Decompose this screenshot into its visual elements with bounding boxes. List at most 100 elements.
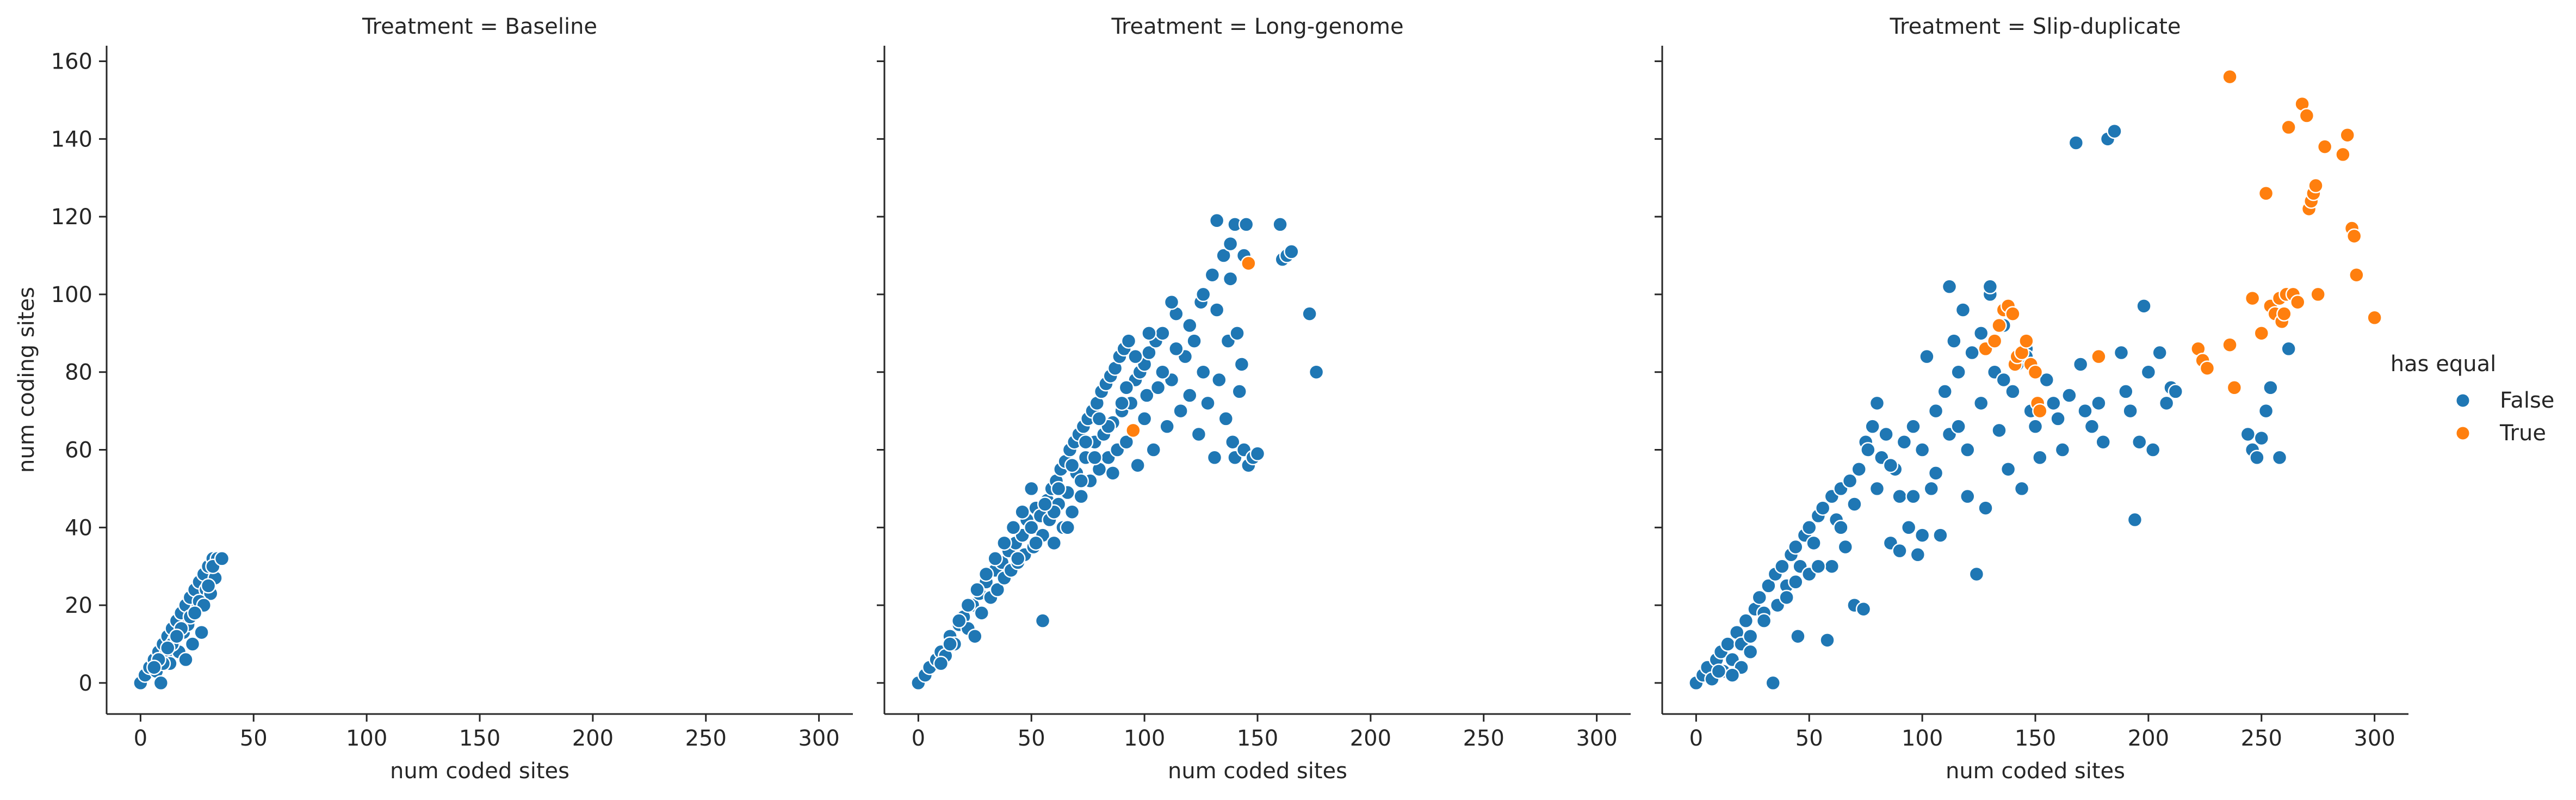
data-point [1136,411,1153,427]
data-point [1302,306,1317,322]
data-point [1851,461,1867,477]
data-point [1720,636,1736,652]
data-point [1978,500,1993,516]
data-point [1037,496,1053,512]
data-point [1955,302,1971,318]
data-point [2281,119,2296,136]
data-point [2032,450,2048,466]
data-point [2136,298,2152,314]
data-point [200,578,216,594]
panel-title: Treatment = Long-genome [1111,14,1403,39]
data-point [1928,403,1944,419]
data-point [2281,341,2296,357]
data-point [1919,348,1935,365]
data-point [194,624,209,641]
x-tick-label: 150 [1237,726,1278,751]
data-point [969,582,985,598]
data-point [2113,344,2129,361]
data-point [1896,434,1912,450]
legend-label-false: False [2500,388,2554,413]
data-point [2122,403,2138,419]
y-tick-label: 20 [65,593,92,618]
data-point [1064,457,1080,473]
data-point [2222,69,2238,85]
data-point [1986,333,2003,349]
x-tick-label: 200 [2128,726,2169,751]
x-tick-label: 250 [1463,726,1504,751]
data-point [1991,422,2007,439]
data-point [2084,419,2100,434]
data-point [2061,387,2077,403]
data-point [2072,356,2089,372]
data-point [1050,481,1067,497]
data-point [2339,127,2355,143]
data-point [1824,558,1840,574]
data-point [2091,395,2107,411]
data-point [1159,419,1175,434]
data-point [1241,255,1256,272]
data-point [1801,520,1817,536]
legend-marker-false [2455,392,2471,409]
data-point [1914,442,1930,458]
data-point [1950,364,1966,380]
data-point [1238,217,1254,232]
data-point [1991,317,2007,334]
data-point [967,628,983,644]
x-tick-label: 0 [1689,726,1703,751]
data-point [1914,527,1930,543]
data-point [146,660,162,675]
data-point [1819,632,1835,648]
data-point [1761,578,1776,594]
data-point [933,655,949,672]
data-point [2335,146,2351,163]
data-point [1204,267,1221,283]
x-axis-label: num coded sites [1168,759,1347,784]
data-point [2027,419,2044,434]
x-tick-label: 0 [912,726,925,751]
x-tick-label: 150 [2015,726,2056,751]
data-point [2145,442,2161,458]
data-point [184,636,201,652]
data-point [1155,364,1171,380]
data-point [1788,574,1804,590]
data-point [2308,177,2324,194]
legend: has equal False True [2391,352,2555,446]
data-point [1182,317,1198,334]
data-point [169,628,185,644]
data-point [987,551,1003,567]
data-point [1806,535,1822,551]
data-point [996,535,1012,551]
data-point [989,582,1006,598]
data-point [2310,286,2326,303]
data-point [1182,387,1198,403]
panel-title: Treatment = Slip-duplicate [1889,14,2181,39]
data-point [1751,589,1768,606]
data-point [1206,450,1223,466]
data-point [2054,442,2071,458]
data-point [1114,395,1130,411]
data-point [2263,380,2278,396]
data-point [160,640,176,656]
data-point [178,651,194,668]
data-point [1249,446,1266,461]
data-point [942,636,958,652]
data-point [1064,504,1080,520]
data-point [214,551,230,567]
data-point [2068,135,2084,151]
data-point [1711,663,1727,679]
data-point [1155,325,1171,341]
data-point [2118,384,2134,399]
data-point [1738,613,1754,629]
data-point [187,605,203,621]
data-point [2032,403,2048,419]
y-tick-label: 140 [51,127,92,152]
data-point [2050,411,2066,427]
data-point [1209,213,1225,229]
x-tick-label: 50 [240,726,268,751]
data-point [2091,348,2107,365]
data-point [2258,403,2274,419]
data-point [951,613,967,629]
data-point [1125,422,1141,439]
data-point [2005,384,2021,399]
data-point [1900,520,1917,536]
